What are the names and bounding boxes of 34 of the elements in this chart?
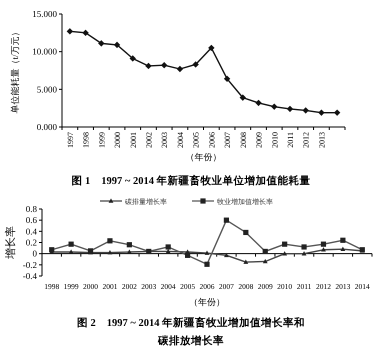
x-tick-label: 2006 (207, 132, 216, 148)
x-tick-label: 2001 (128, 132, 138, 148)
y-tick-label: 5.000 (36, 84, 58, 94)
x-tick-label: 2000 (113, 132, 122, 148)
y-tick-label: 0 (32, 248, 38, 259)
y-tick-label: 0.4 (26, 226, 38, 236)
y-tick-label: -0.4 (22, 271, 38, 281)
x-tick-label: 2010 (270, 132, 280, 148)
text: 图 1 1997 ~ 2014 年新疆畜牧业单位增加值能耗量 (71, 174, 311, 187)
x-tick-label: 1999 (97, 132, 106, 148)
x-tick-label: 2005 (192, 132, 201, 148)
y-tick-label: 15.000 (32, 9, 58, 19)
text: 图 2 1997 ~ 2014 年新疆畜牧业增加值增长率和碳排放增长率 (76, 316, 306, 347)
y-tick-label: 0.8 (26, 204, 38, 214)
x-tick-label: 2013 (317, 132, 326, 148)
x-axis-title: （年份） (189, 297, 225, 307)
y-tick-label: 10.000 (32, 46, 58, 57)
x-tick-label: 2009 (254, 132, 264, 148)
x-tick-label: 2011 (286, 132, 295, 148)
y-tick-label: 0.2 (26, 238, 37, 248)
x-tick-label: 2007 (223, 132, 232, 148)
x-tick-label: 2004 (176, 132, 185, 148)
x-tick-label: 2002 (144, 132, 154, 148)
x-tick-label: 1998 (82, 132, 91, 148)
y-tick-label: -0.2 (22, 260, 37, 270)
y-tick-label: 0.000 (36, 122, 58, 132)
x-tick-label: 2003 (160, 132, 170, 148)
y-axis-title: 增长率 (4, 226, 17, 260)
x-axis-title: （年份） (186, 152, 222, 162)
y-tick-label: 0.6 (26, 215, 38, 226)
x-tick-label: 2012 (302, 132, 311, 148)
x-tick-label: 1997 (66, 132, 75, 148)
y-axis-title: 单位能耗量（t/万元） (10, 27, 20, 114)
x-tick-label: 2008 (238, 132, 248, 148)
